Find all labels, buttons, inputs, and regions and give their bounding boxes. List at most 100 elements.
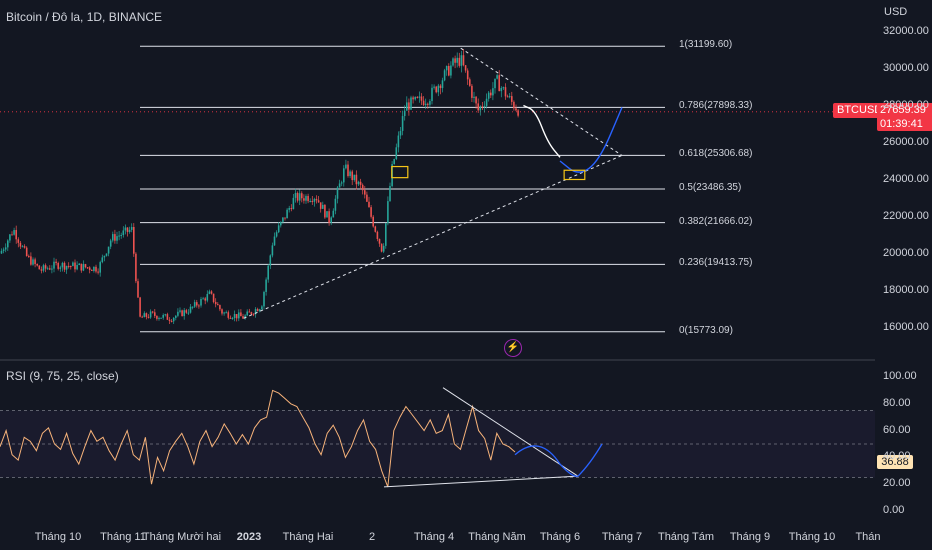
candle-body bbox=[298, 193, 301, 201]
candle-body bbox=[502, 87, 505, 89]
candle-body bbox=[93, 266, 95, 271]
candle-body bbox=[284, 217, 286, 219]
candle-body bbox=[53, 261, 55, 269]
candle-body bbox=[324, 204, 326, 218]
candle-body bbox=[0, 250, 3, 254]
candle-body bbox=[57, 262, 59, 269]
candle-body bbox=[275, 232, 278, 237]
candle-body bbox=[139, 297, 141, 317]
candle-body bbox=[263, 291, 265, 307]
candle-body bbox=[86, 267, 89, 269]
time-axis-tick: Tháng 10 bbox=[788, 531, 836, 543]
candle-body bbox=[347, 164, 349, 176]
candle-body bbox=[397, 135, 400, 148]
candle-body bbox=[248, 311, 251, 313]
candle-body bbox=[21, 246, 24, 248]
candle-body bbox=[91, 269, 93, 271]
candle-body bbox=[246, 311, 248, 316]
candle-body bbox=[17, 239, 20, 243]
rsi-axis-tick: 20.00 bbox=[883, 477, 911, 490]
candle-body bbox=[443, 70, 446, 81]
rsi-axis-tick: 80.00 bbox=[883, 396, 911, 409]
candle-body bbox=[166, 314, 169, 320]
rsi-axis-tick: 40.00 bbox=[883, 450, 911, 463]
candle-body bbox=[229, 317, 232, 319]
lightning-bolt-icon[interactable]: ⚡ bbox=[504, 339, 522, 357]
candle-body bbox=[208, 291, 211, 294]
candle-body bbox=[359, 181, 362, 185]
candle-body bbox=[67, 265, 70, 267]
candle-body bbox=[511, 96, 513, 102]
candle-body bbox=[477, 103, 479, 111]
candle-body bbox=[151, 311, 154, 313]
fib-label: 0.618(25306.68) bbox=[679, 148, 753, 160]
candle-body bbox=[445, 65, 448, 71]
candle-body bbox=[462, 55, 465, 66]
candle-body bbox=[34, 259, 36, 264]
candle-body bbox=[370, 207, 372, 217]
candle-body bbox=[187, 312, 190, 314]
candle-body bbox=[269, 255, 272, 266]
candle-body bbox=[313, 198, 316, 202]
price-axis-tick: 20000.00 bbox=[883, 246, 929, 259]
fib-label: 0(15773.09) bbox=[679, 324, 733, 336]
candle-body bbox=[427, 103, 429, 105]
candle-body bbox=[454, 58, 456, 63]
candle-body bbox=[51, 268, 53, 270]
candle-body bbox=[326, 211, 328, 218]
price-axis-tick: 32000.00 bbox=[883, 24, 929, 37]
candle-body bbox=[296, 192, 299, 201]
candle-body bbox=[172, 317, 175, 322]
candle-body bbox=[36, 263, 38, 266]
candle-body bbox=[309, 201, 311, 203]
candle-body bbox=[107, 246, 110, 254]
candle-body bbox=[114, 234, 116, 241]
candle-body bbox=[282, 217, 284, 222]
candle-body bbox=[231, 318, 234, 320]
candle-body bbox=[374, 226, 377, 232]
candle-body bbox=[473, 96, 475, 98]
candle-body bbox=[267, 265, 269, 280]
candle-body bbox=[23, 246, 26, 248]
candle-body bbox=[149, 311, 152, 318]
fib-label: 1(31199.60) bbox=[679, 39, 733, 51]
candle-body bbox=[315, 198, 318, 201]
rsi-axis-tick: 0.00 bbox=[883, 504, 905, 516]
candle-body bbox=[435, 86, 437, 93]
candle-body bbox=[364, 190, 366, 195]
candle-body bbox=[410, 97, 412, 110]
candle-body bbox=[214, 301, 217, 305]
candle-body bbox=[235, 314, 238, 319]
candle-body bbox=[361, 184, 364, 191]
candle-body bbox=[387, 201, 389, 224]
candle-body bbox=[393, 159, 395, 165]
symbol-price-tag[interactable]: BTCUSD bbox=[833, 103, 887, 118]
candle-body bbox=[340, 182, 343, 184]
candle-body bbox=[55, 261, 57, 263]
candle-body bbox=[408, 102, 410, 110]
candle-body bbox=[376, 231, 379, 239]
candle-body bbox=[492, 88, 494, 96]
candle-body bbox=[135, 253, 137, 282]
candle-body bbox=[25, 247, 28, 257]
candle-body bbox=[307, 196, 309, 202]
candle-body bbox=[103, 255, 106, 258]
candle-body bbox=[254, 309, 257, 315]
candle-body bbox=[271, 245, 274, 256]
candle-body bbox=[59, 267, 62, 269]
time-axis-tick: Tháng Năm bbox=[468, 531, 526, 543]
candle-body bbox=[141, 316, 143, 318]
candle-body bbox=[301, 193, 303, 199]
rsi-current-value: 36.88 bbox=[877, 455, 913, 469]
candle-body bbox=[349, 171, 351, 176]
candle-body bbox=[210, 291, 213, 294]
candle-body bbox=[487, 92, 490, 99]
candle-body bbox=[412, 97, 414, 100]
candle-body bbox=[143, 313, 146, 318]
candle-body bbox=[217, 304, 219, 306]
candle-body bbox=[2, 249, 5, 251]
candle-body bbox=[225, 312, 227, 314]
candle-body bbox=[481, 106, 484, 108]
candle-body bbox=[137, 281, 139, 298]
